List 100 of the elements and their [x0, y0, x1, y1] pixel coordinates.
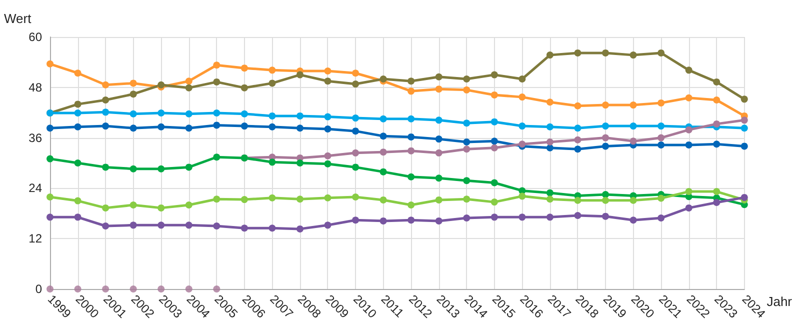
y-tick-label: 24 [28, 181, 42, 196]
point [324, 160, 332, 168]
point [46, 214, 54, 221]
point [574, 136, 582, 144]
point [490, 198, 498, 206]
point [463, 214, 470, 222]
point [408, 173, 415, 180]
point [380, 132, 387, 140]
point [713, 78, 720, 86]
point [408, 78, 415, 85]
point [435, 116, 442, 124]
point [102, 286, 110, 292]
point [602, 49, 609, 56]
point [296, 225, 304, 232]
point [380, 217, 387, 224]
point [185, 124, 192, 132]
point [46, 155, 54, 162]
point [185, 78, 192, 85]
point [408, 115, 415, 122]
point [324, 78, 332, 85]
point [74, 286, 82, 292]
point [46, 286, 54, 292]
point [546, 52, 554, 59]
point [435, 174, 442, 182]
point [352, 80, 360, 88]
point [574, 102, 582, 110]
point [102, 122, 110, 130]
point [546, 123, 554, 130]
point [213, 222, 220, 230]
point [240, 110, 248, 118]
point [713, 96, 720, 104]
point [713, 198, 720, 206]
point [463, 177, 470, 184]
point [408, 133, 415, 140]
point [324, 152, 332, 160]
point [268, 66, 276, 74]
point [685, 94, 692, 102]
point [630, 196, 637, 204]
point [324, 113, 332, 120]
point [602, 191, 609, 198]
point [268, 194, 276, 202]
point [102, 222, 110, 230]
point [713, 140, 720, 148]
point [296, 112, 304, 120]
point [518, 76, 526, 82]
point [130, 90, 137, 98]
point [268, 123, 276, 130]
point [130, 202, 137, 208]
point [380, 196, 387, 204]
point [46, 60, 54, 68]
point [46, 124, 54, 132]
point [602, 196, 609, 204]
point [490, 144, 498, 152]
point [658, 141, 665, 148]
point [130, 110, 137, 118]
point [240, 84, 248, 92]
point [185, 286, 192, 292]
point [435, 217, 442, 224]
point [130, 124, 137, 132]
point [185, 110, 192, 118]
point [546, 189, 554, 196]
point [602, 212, 609, 220]
point [102, 204, 110, 212]
point [380, 76, 387, 82]
point [158, 123, 165, 130]
point [574, 146, 582, 153]
point [546, 138, 554, 146]
point [658, 99, 665, 106]
point [352, 114, 360, 122]
y-tick-label: 36 [28, 130, 42, 145]
point [408, 88, 415, 95]
point [74, 123, 82, 130]
point [213, 110, 220, 117]
point [463, 120, 470, 127]
point [546, 144, 554, 152]
point [490, 118, 498, 126]
point [630, 122, 637, 130]
point [213, 78, 220, 86]
point [102, 96, 110, 104]
point [185, 164, 192, 171]
y-tick-label: 48 [28, 80, 42, 94]
point [435, 149, 442, 156]
point [213, 154, 220, 161]
point [296, 160, 304, 166]
point [268, 224, 276, 232]
y-tick-label: 0 [35, 282, 42, 296]
point [185, 222, 192, 229]
point [658, 214, 665, 222]
point [380, 115, 387, 122]
point [130, 286, 137, 292]
point [46, 194, 54, 201]
point [574, 196, 582, 204]
point [324, 194, 332, 202]
point [490, 179, 498, 186]
point [296, 196, 304, 203]
point [324, 222, 332, 229]
point [630, 216, 637, 224]
point [352, 70, 360, 77]
point [546, 196, 554, 203]
point [102, 164, 110, 171]
